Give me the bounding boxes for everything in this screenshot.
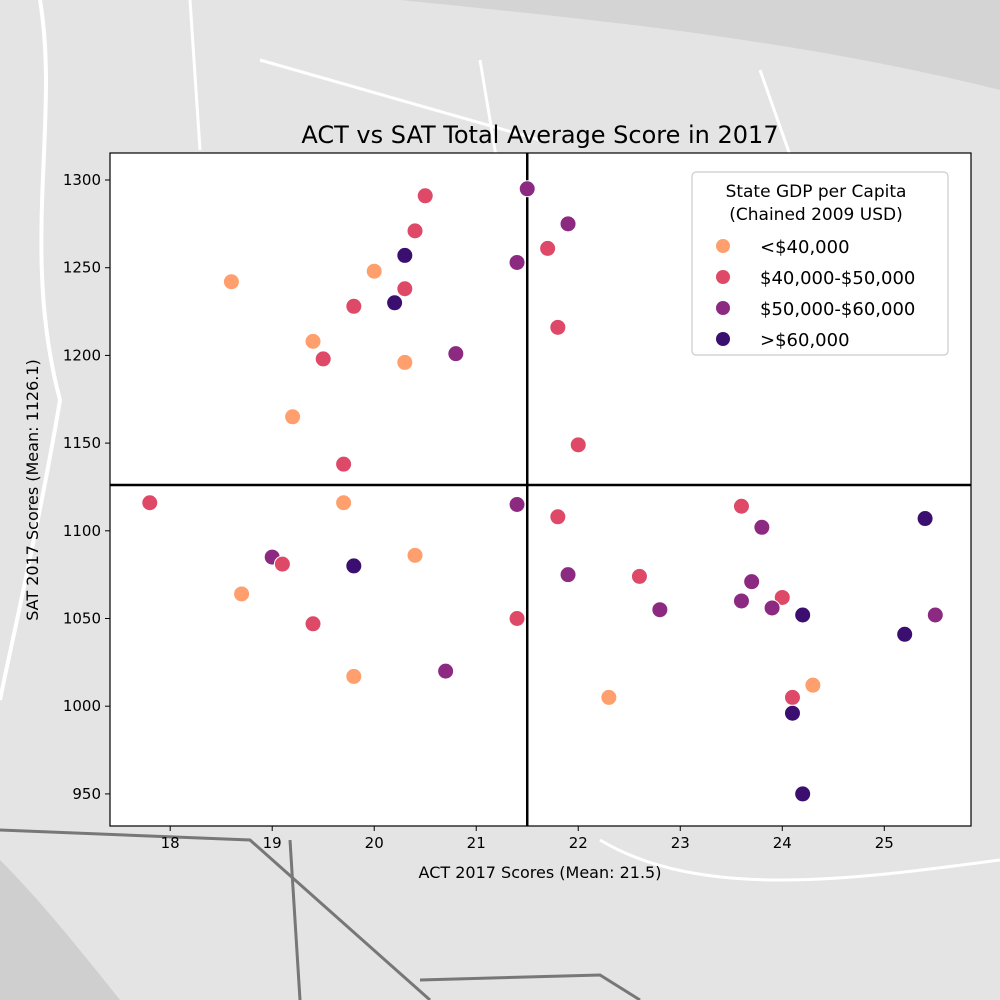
- y-tick-label: 1150: [63, 434, 101, 452]
- data-point: [569, 436, 587, 454]
- x-tick-label: 24: [773, 834, 792, 852]
- y-tick-label: 1050: [63, 610, 101, 628]
- map-border: [0, 828, 641, 1000]
- legend-label: $40,000-$50,000: [760, 268, 915, 289]
- map-border: [0, 0, 63, 701]
- legend-marker: [716, 332, 730, 346]
- data-point: [651, 601, 669, 619]
- data-point: [345, 667, 363, 685]
- data-point: [508, 495, 526, 513]
- data-point: [406, 546, 424, 564]
- data-point: [630, 567, 648, 585]
- x-tick-label: 25: [875, 834, 894, 852]
- data-point: [926, 606, 944, 624]
- legend-marker: [716, 270, 730, 284]
- y-axis-label: SAT 2017 Scores (Mean: 1126.1): [23, 359, 42, 621]
- data-points: [141, 180, 944, 803]
- map-region: [0, 0, 1000, 90]
- data-point: [406, 222, 424, 240]
- data-point: [559, 215, 577, 233]
- map-region: [0, 860, 120, 1000]
- data-point: [396, 280, 414, 298]
- data-point: [896, 625, 914, 643]
- legend-label: <$40,000: [760, 237, 850, 258]
- data-point: [743, 573, 761, 591]
- legend-box: [691, 171, 949, 356]
- data-point: [447, 345, 465, 363]
- x-tick-label: 23: [671, 834, 690, 852]
- y-tick-label: 1100: [63, 522, 101, 540]
- data-point: [273, 555, 291, 573]
- data-point: [794, 785, 812, 803]
- data-point: [773, 588, 791, 606]
- legend-marker: [716, 301, 730, 315]
- legend-marker: [716, 239, 730, 253]
- x-tick-label: 20: [365, 834, 384, 852]
- data-point: [549, 508, 567, 526]
- x-axis: 18 19 20 21 22 23 24 25: [161, 826, 894, 852]
- chart-title: ACT vs SAT Total Average Score in 2017: [301, 121, 778, 149]
- data-point: [600, 688, 618, 706]
- data-point: [304, 615, 322, 633]
- data-point: [732, 592, 750, 610]
- legend-label: $50,000-$60,000: [760, 299, 915, 320]
- legend-title-line1: State GDP per Capita: [726, 182, 907, 202]
- data-point: [365, 262, 383, 280]
- data-point: [794, 606, 812, 624]
- data-point: [508, 253, 526, 271]
- data-point: [222, 273, 240, 291]
- data-point: [335, 494, 353, 512]
- y-tick-label: 1300: [63, 171, 101, 189]
- x-tick-label: 22: [569, 834, 588, 852]
- data-point: [539, 239, 557, 257]
- y-tick-label: 1000: [63, 697, 101, 715]
- y-tick-label: 950: [72, 785, 101, 803]
- data-point: [314, 350, 332, 368]
- data-point: [396, 246, 414, 264]
- x-axis-label: ACT 2017 Scores (Mean: 21.5): [419, 863, 662, 882]
- data-point: [416, 187, 434, 205]
- map-border: [599, 838, 1000, 882]
- data-point: [804, 676, 822, 694]
- legend-title-line2: (Chained 2009 USD): [729, 205, 902, 225]
- data-point: [559, 566, 577, 584]
- data-point: [549, 318, 567, 336]
- legend: State GDP per Capita (Chained 2009 USD) …: [691, 171, 949, 356]
- x-tick-label: 21: [467, 834, 486, 852]
- y-tick-label: 1250: [63, 259, 101, 277]
- map-border: [188, 0, 822, 301]
- data-point: [345, 297, 363, 315]
- data-point: [753, 518, 771, 536]
- x-tick-label: 19: [263, 834, 282, 852]
- data-point: [763, 599, 781, 617]
- data-point: [386, 294, 404, 312]
- legend-label: >$60,000: [760, 330, 850, 351]
- data-point: [304, 332, 322, 350]
- data-point: [437, 662, 455, 680]
- data-point: [508, 610, 526, 628]
- data-point: [141, 494, 159, 512]
- y-axis: 950 1000 1050 1100 1150 1200 1250 1300: [63, 171, 110, 803]
- data-point: [335, 455, 353, 473]
- data-point: [732, 497, 750, 515]
- x-tick-label: 18: [161, 834, 180, 852]
- data-point: [518, 180, 536, 198]
- data-point: [345, 557, 363, 575]
- data-point: [284, 408, 302, 426]
- y-tick-label: 1200: [63, 346, 101, 364]
- data-point: [916, 510, 934, 528]
- data-point: [783, 688, 801, 706]
- data-point: [783, 704, 801, 722]
- data-point: [233, 585, 251, 603]
- data-point: [396, 353, 414, 371]
